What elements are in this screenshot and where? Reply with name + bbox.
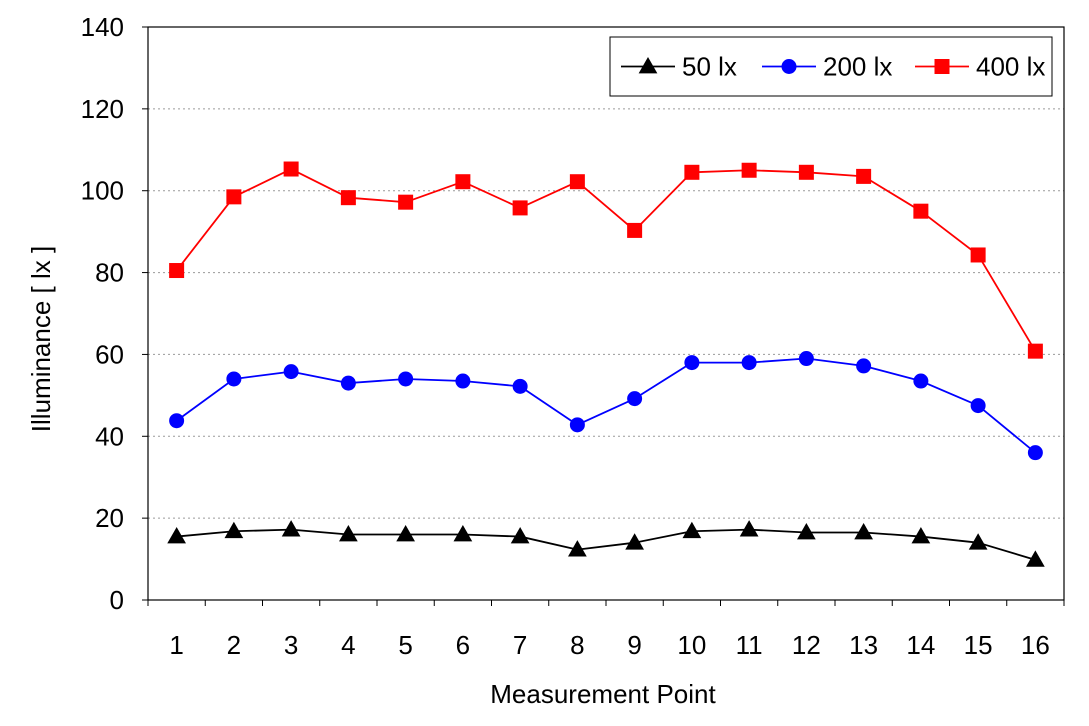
data-point bbox=[627, 391, 643, 407]
data-point bbox=[684, 164, 700, 180]
legend-box bbox=[609, 36, 1053, 97]
data-point bbox=[455, 174, 471, 190]
x-tick-label: 14 bbox=[906, 630, 935, 660]
data-point bbox=[396, 525, 415, 542]
y-tick-label: 40 bbox=[95, 421, 124, 451]
x-tick-label: 8 bbox=[570, 630, 584, 660]
data-point bbox=[281, 520, 301, 537]
data-point bbox=[856, 358, 872, 374]
data-point bbox=[283, 161, 299, 177]
legend-entry: 200 lx bbox=[762, 52, 892, 82]
data-point bbox=[798, 351, 814, 367]
data-point bbox=[569, 174, 585, 190]
data-point bbox=[913, 203, 929, 219]
data-point bbox=[226, 371, 242, 387]
data-point bbox=[169, 413, 185, 429]
data-point bbox=[568, 540, 587, 557]
legend-entry: 400 lx bbox=[915, 52, 1045, 82]
data-point bbox=[453, 525, 473, 542]
data-point bbox=[512, 378, 528, 394]
x-axis-title: Measurement Point bbox=[490, 679, 716, 709]
x-tick-label: 11 bbox=[736, 630, 763, 660]
data-point bbox=[911, 527, 931, 544]
data-point bbox=[625, 533, 644, 550]
y-tick-label: 0 bbox=[110, 585, 124, 615]
data-point bbox=[684, 355, 700, 371]
axes bbox=[142, 26, 1065, 606]
legend-label: 400 lx bbox=[976, 52, 1045, 82]
x-tick-label: 9 bbox=[627, 630, 641, 660]
x-tick-label: 12 bbox=[792, 630, 821, 660]
legend-label: 50 lx bbox=[682, 52, 737, 82]
data-point bbox=[968, 533, 988, 550]
series-0 bbox=[167, 520, 1045, 567]
series-2 bbox=[169, 161, 1043, 359]
legend-label: 200 lx bbox=[823, 52, 892, 82]
y-tick-label: 20 bbox=[95, 503, 124, 533]
data-point bbox=[797, 522, 816, 540]
data-point bbox=[510, 527, 530, 544]
y-tick-label: 60 bbox=[95, 339, 124, 369]
series-layer bbox=[167, 161, 1045, 567]
x-tick-label: 10 bbox=[677, 630, 706, 660]
series-line bbox=[176, 357, 1036, 454]
x-tick-label: 16 bbox=[1021, 630, 1050, 660]
x-tick-label: 13 bbox=[849, 630, 878, 660]
data-point bbox=[398, 371, 414, 387]
legend-marker bbox=[638, 56, 658, 74]
y-tick-label: 100 bbox=[81, 176, 124, 206]
legend: 50 lx 200 lx 400 lx bbox=[609, 36, 1053, 97]
data-point bbox=[741, 162, 757, 178]
data-point bbox=[569, 417, 585, 433]
data-point bbox=[798, 164, 814, 180]
x-tick-label: 5 bbox=[398, 630, 412, 660]
data-point bbox=[856, 168, 872, 184]
x-tick-label: 1 bbox=[169, 630, 183, 660]
y-tick-label: 80 bbox=[95, 258, 124, 288]
data-point bbox=[1026, 550, 1045, 567]
y-axis-title: Illuminance [ lx ] bbox=[26, 246, 56, 432]
data-point bbox=[169, 263, 185, 279]
data-point bbox=[913, 373, 929, 389]
data-point bbox=[1027, 343, 1043, 359]
data-point bbox=[627, 222, 643, 238]
data-point bbox=[339, 525, 358, 542]
data-point bbox=[970, 247, 986, 263]
x-tick-label: 4 bbox=[341, 630, 355, 660]
x-tick-label: 15 bbox=[964, 630, 993, 660]
series-1 bbox=[169, 351, 1043, 461]
data-point bbox=[854, 522, 873, 540]
data-point bbox=[226, 189, 242, 205]
y-tick-label: 140 bbox=[81, 12, 124, 42]
legend-entry: 50 lx bbox=[621, 52, 737, 82]
data-point bbox=[398, 194, 414, 210]
data-point bbox=[340, 375, 356, 391]
x-tick-label: 2 bbox=[227, 630, 241, 660]
data-point bbox=[224, 521, 244, 539]
data-point bbox=[455, 373, 471, 389]
data-point bbox=[682, 521, 702, 539]
x-tick-label: 3 bbox=[284, 630, 298, 660]
data-point bbox=[283, 364, 299, 380]
x-tick-label: 7 bbox=[513, 630, 527, 660]
series-line bbox=[176, 528, 1036, 561]
data-point bbox=[970, 398, 986, 414]
data-point bbox=[739, 520, 759, 537]
data-point bbox=[1027, 445, 1043, 461]
series-line bbox=[175, 168, 1037, 352]
x-tick-label: 6 bbox=[456, 630, 470, 660]
data-point bbox=[512, 200, 528, 216]
y-tick-label: 120 bbox=[81, 94, 124, 124]
data-point bbox=[340, 190, 356, 206]
data-point bbox=[741, 355, 757, 371]
legend-marker bbox=[934, 59, 950, 74]
legend-marker bbox=[781, 59, 797, 74]
data-point bbox=[167, 527, 186, 544]
